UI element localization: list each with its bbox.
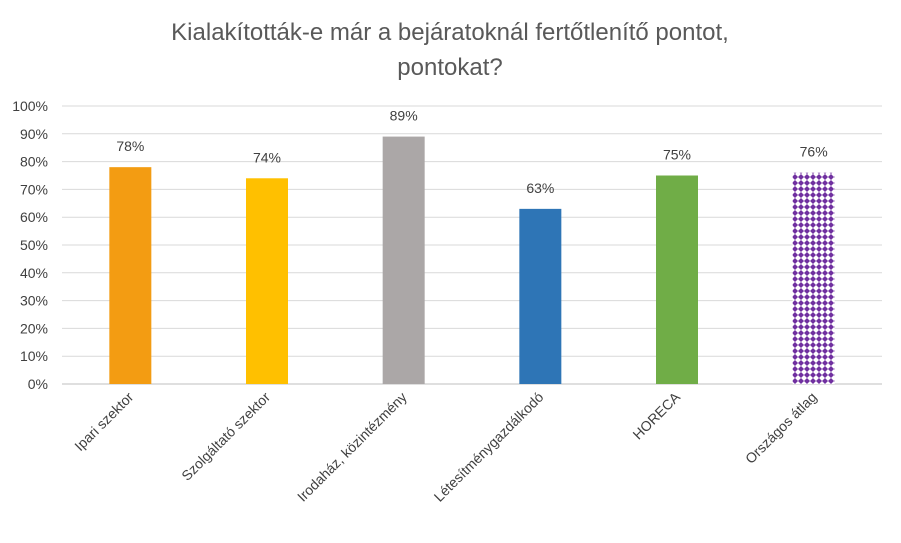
y-tick-label: 50% [20, 237, 48, 253]
bar [382, 136, 425, 384]
data-labels: 78% 74% 89% 63% 75% 76% [116, 108, 827, 196]
chart-title-line-2: pontokat? [397, 54, 502, 81]
data-label: 63% [526, 180, 554, 196]
chart-title-line-1: Kialakították-e már a bejáratoknál fertő… [171, 19, 729, 46]
x-tick-label: HORECA [629, 388, 683, 442]
data-label: 76% [800, 144, 828, 160]
data-label: 78% [116, 138, 144, 154]
y-tick-label: 70% [20, 181, 48, 197]
bar [656, 175, 698, 384]
y-tick-label: 20% [20, 320, 48, 336]
x-tick-label: Létesítménygazdálkodó [431, 389, 547, 505]
gridlines [62, 105, 882, 385]
x-axis-category-labels: Ipari szektor Szolgáltató szektor Irodaház… [71, 388, 820, 504]
bar [246, 178, 288, 384]
y-tick-label: 100% [12, 98, 48, 114]
data-label: 75% [663, 147, 691, 163]
y-tick-label: 60% [20, 209, 48, 225]
y-axis-tick-labels: 0% 10% 20% 30% 40% 50% 60% 70% 80% 90% 100% [12, 98, 48, 392]
x-tick-label: Szolgáltató szektor [178, 389, 273, 484]
y-tick-label: 30% [20, 293, 48, 309]
x-tick-label: Országos átlag [742, 389, 820, 467]
y-tick-label: 80% [20, 154, 48, 170]
y-tick-label: 10% [20, 348, 48, 364]
bars [109, 136, 835, 384]
bar [109, 167, 152, 384]
data-label: 74% [253, 149, 281, 165]
x-tick-label: Ipari szektor [71, 389, 136, 454]
y-tick-label: 90% [20, 126, 48, 142]
data-label: 89% [390, 108, 418, 124]
bar [519, 208, 562, 384]
bar [792, 172, 835, 384]
x-tick-label: Irodaház, közintézmény [294, 389, 410, 505]
y-tick-label: 0% [28, 376, 48, 392]
chart-title: Kialakították-e már a bejáratoknál fertő… [171, 19, 729, 81]
y-tick-label: 40% [20, 265, 48, 281]
